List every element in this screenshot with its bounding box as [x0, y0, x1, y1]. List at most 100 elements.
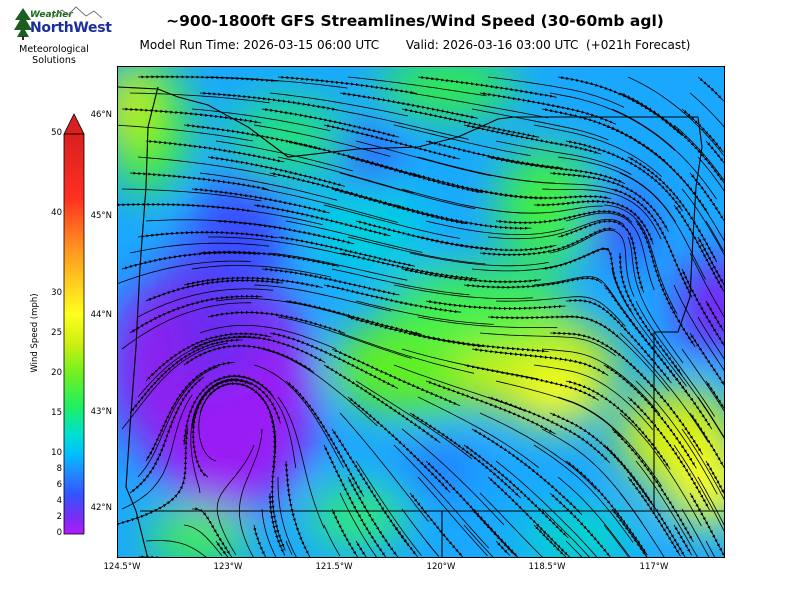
streamline: [129, 242, 270, 254]
colorbar-gradient: [63, 133, 85, 535]
streamline: [409, 252, 549, 267]
longitude-axis: 124.5°W 123°W 121.5°W 120°W 118.5°W 117°W: [104, 560, 725, 576]
streamline: [331, 508, 359, 557]
streamline: [425, 299, 566, 311]
colorbar-tick-label: 15: [51, 408, 62, 418]
streamline: [215, 540, 229, 557]
streamline: [190, 378, 237, 494]
streamline: [705, 300, 724, 332]
streamline: [705, 140, 724, 164]
streamline: [471, 188, 612, 200]
latitude-label: 44°N: [90, 310, 112, 320]
latitude-label: 45°N: [90, 211, 112, 221]
wind-map-canvas: [118, 67, 724, 557]
streamline: [393, 284, 533, 299]
streamline: [673, 524, 693, 556]
streamline: [277, 75, 418, 94]
streamline: [689, 492, 724, 557]
colorbar-tick-label: 8: [56, 464, 62, 474]
wind-map: [117, 66, 725, 558]
streamline: [323, 524, 341, 557]
streamline: [681, 268, 724, 346]
streamline: [471, 508, 517, 557]
streamline: [268, 493, 286, 556]
streamline: [393, 524, 419, 557]
mountain-icon: [52, 6, 102, 19]
streamline: [689, 412, 724, 469]
streamline: [121, 302, 252, 350]
streamline: [121, 251, 261, 270]
colorbar-label: Wind Speed (mph): [30, 293, 40, 373]
streamline: [705, 380, 724, 409]
streamline: [463, 276, 603, 289]
streamline: [495, 209, 633, 225]
streamline: [138, 555, 160, 557]
streamline: [705, 460, 724, 494]
latitude-label: 42°N: [90, 503, 112, 513]
streamline: [253, 524, 267, 557]
streamline: [238, 428, 263, 557]
streamline: [145, 540, 207, 557]
colorbar-tick-label: 4: [56, 496, 62, 506]
streamline: [463, 524, 494, 557]
colorbar-tick-label: 30: [51, 288, 62, 298]
latitude-label: 46°N: [90, 110, 112, 120]
colorbar-tick-label: 20: [51, 368, 62, 378]
page-subtitle: Model Run Time: 2026-03-15 06:00 UTC Val…: [139, 38, 691, 52]
colorbar-tick-label: 40: [51, 208, 62, 218]
longitude-label: 123°W: [213, 562, 243, 572]
streamline: [339, 492, 377, 557]
streamline: [495, 540, 511, 556]
evergreen-tree-icon: [14, 8, 32, 40]
streamline: [541, 508, 590, 557]
colorbar-tick-label: 2: [56, 512, 62, 522]
streamline: [565, 540, 583, 557]
streamline: [409, 492, 464, 557]
streamline: [355, 540, 367, 557]
longitude-label: 124.5°W: [103, 562, 141, 572]
streamline: [118, 260, 251, 284]
colorbar-tick-label: 10: [51, 448, 62, 458]
latitude-axis: 46°N 45°N 44°N 43°N 42°N: [80, 66, 116, 558]
streamline: [129, 294, 263, 334]
colorbar-ticks: 0 2 4 6 8 10 15 20 25 30 40 50: [40, 112, 64, 538]
streamline: [277, 396, 325, 529]
streamline: [121, 107, 262, 124]
colorbar-tick-label: 0: [56, 528, 62, 538]
streamline: [118, 427, 189, 526]
streamline: [199, 91, 339, 111]
colorbar-tick-label: 6: [56, 480, 62, 490]
logo-org-line1: Meteorological: [19, 44, 89, 55]
page-title: ~900-1800ft GFS Streamlines/Wind Speed (…: [166, 12, 664, 30]
streamline: [137, 230, 278, 239]
logo-org-line2: Solutions: [32, 55, 76, 66]
colorbar: [63, 113, 85, 535]
streamline: [689, 332, 724, 386]
borders: [118, 86, 724, 557]
latitude-label: 43°N: [90, 407, 112, 417]
longitude-label: 118.5°W: [528, 562, 566, 572]
logo-brand: Weather NorthWest: [30, 10, 112, 36]
streamline: [705, 540, 716, 557]
streamline: [681, 508, 710, 557]
streamline: [635, 540, 648, 557]
colorbar-tick-label: 25: [51, 328, 62, 338]
logo-org: Meteorological Solutions: [14, 44, 94, 66]
streamline: [145, 278, 284, 302]
streamline: [261, 508, 277, 557]
streamline: [627, 476, 681, 557]
logo-northwest-text: NorthWest: [30, 20, 112, 36]
streamline: [533, 524, 567, 557]
streamline: [425, 540, 440, 557]
streamline: [603, 524, 629, 557]
longitude-label: 117°W: [639, 562, 669, 572]
streamline: [129, 171, 269, 190]
longitude-label: 120°W: [426, 562, 456, 572]
streamline: [347, 476, 399, 557]
streamline: [549, 492, 611, 557]
colorbar-tick-label: 50: [51, 128, 62, 138]
logo: Weather NorthWest Meteorological Solutio…: [8, 4, 112, 70]
streamlines: [118, 75, 724, 557]
streamline: [285, 540, 293, 555]
longitude-label: 121.5°W: [315, 562, 353, 572]
